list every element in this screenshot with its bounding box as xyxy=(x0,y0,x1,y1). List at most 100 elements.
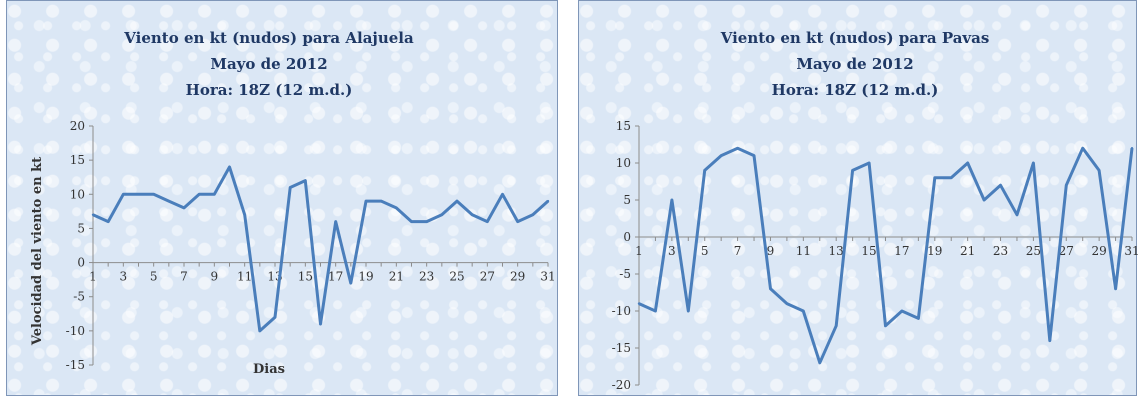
x-tick-label: 1 xyxy=(635,244,643,258)
data-point xyxy=(319,322,322,326)
data-point xyxy=(1130,147,1134,150)
x-tick-label: 25 xyxy=(449,270,464,284)
chart-title: Viento en kt (nudos) para Alajuela xyxy=(123,29,414,47)
data-point xyxy=(982,198,986,202)
chart-title: Viento en kt (nudos) para Pavas xyxy=(720,29,990,47)
x-tick-label: 15 xyxy=(298,270,313,284)
x-tick-label: 23 xyxy=(419,270,434,284)
chart-subtitle-line-1: Mayo de 2012 xyxy=(796,55,913,73)
y-tick-label: 20 xyxy=(70,119,85,133)
data-point xyxy=(835,324,838,327)
y-tick-label: -10 xyxy=(612,304,631,318)
x-tick-label: 13 xyxy=(829,244,844,258)
data-point xyxy=(304,179,307,182)
x-tick-label: 29 xyxy=(510,270,525,284)
data-point xyxy=(258,329,262,333)
data-point xyxy=(999,184,1002,187)
data-point xyxy=(455,199,459,203)
data-point xyxy=(1114,287,1117,290)
y-tick-label: 5 xyxy=(623,193,631,207)
data-point xyxy=(91,213,95,216)
chart-pavas-panel: Viento en kt (nudos) para Pavas Mayo de … xyxy=(578,0,1138,396)
data-point xyxy=(1097,169,1101,172)
data-point xyxy=(364,199,368,203)
series-line xyxy=(92,165,550,333)
data-point xyxy=(769,287,772,290)
data-point xyxy=(197,193,201,196)
x-axis-label: Dias xyxy=(253,362,285,377)
x-tick-label: 11 xyxy=(237,270,252,284)
x-tick-label: 3 xyxy=(668,244,676,258)
chart-pavas-svg: Viento en kt (nudos) para Pavas Mayo de … xyxy=(612,29,1138,392)
data-point xyxy=(243,213,246,216)
x-tick-label: 23 xyxy=(993,244,1008,258)
data-point xyxy=(884,324,887,327)
x-tick-label: 31 xyxy=(540,270,555,284)
data-point xyxy=(900,309,904,313)
data-point xyxy=(851,169,854,172)
y-tick-label: 10 xyxy=(616,156,631,170)
data-point xyxy=(703,169,706,172)
y-tick-label: 15 xyxy=(70,153,85,167)
x-tick-label: 27 xyxy=(1059,244,1074,258)
data-point xyxy=(1065,184,1068,187)
data-point xyxy=(917,317,920,320)
x-tick-label: 19 xyxy=(358,270,373,284)
y-axis-label: Velocidad del viento en kt xyxy=(30,157,45,346)
data-point xyxy=(1048,339,1052,342)
x-tick-label: 1 xyxy=(89,270,97,284)
data-point xyxy=(501,193,504,196)
data-point xyxy=(137,193,140,196)
data-point xyxy=(440,213,444,216)
y-tick-label: 0 xyxy=(77,256,85,270)
y-tick-label: 0 xyxy=(623,230,631,244)
y-tick-label: -5 xyxy=(619,267,631,281)
y-tick-label: 5 xyxy=(77,221,85,235)
data-point xyxy=(410,220,413,223)
data-point xyxy=(273,316,277,319)
data-point xyxy=(106,220,110,223)
y-tick-label: 10 xyxy=(70,187,85,201)
x-tick-label: 17 xyxy=(894,244,909,258)
data-point xyxy=(486,220,489,223)
x-tick-label: 7 xyxy=(734,244,742,258)
y-tick-label: -15 xyxy=(612,341,631,355)
x-tick-label: 9 xyxy=(211,270,219,284)
x-tick-label: 7 xyxy=(180,270,188,284)
data-point xyxy=(213,193,216,196)
data-point xyxy=(654,309,657,313)
data-point xyxy=(228,165,231,169)
chart-alajuela-svg: Viento en kt (nudos) para Alajuela Mayo … xyxy=(30,29,556,377)
data-point xyxy=(637,302,641,305)
data-point xyxy=(785,302,789,305)
x-tick-label: 25 xyxy=(1026,244,1041,258)
data-point xyxy=(516,220,519,223)
data-point xyxy=(122,193,125,196)
data-point xyxy=(531,213,535,216)
data-point xyxy=(1015,213,1019,216)
data-point xyxy=(288,186,292,189)
data-point xyxy=(687,309,690,313)
data-point xyxy=(349,281,353,285)
y-tick-label: -15 xyxy=(66,358,85,372)
x-tick-label: 5 xyxy=(701,244,709,258)
data-point xyxy=(818,361,821,364)
y-tick-label: 15 xyxy=(616,119,631,133)
data-point xyxy=(752,154,756,157)
data-point xyxy=(152,193,155,196)
x-tick-label: 31 xyxy=(1124,244,1138,258)
chart-subtitle-line-2: Hora: 18Z (12 m.d.) xyxy=(772,81,939,99)
x-tick-label: 11 xyxy=(796,244,811,258)
chart-alajuela-panel: Viento en kt (nudos) para Alajuela Mayo … xyxy=(6,0,558,396)
x-tick-label: 21 xyxy=(960,244,975,258)
x-tick-label: 3 xyxy=(120,270,128,284)
y-tick-label: -20 xyxy=(612,378,631,392)
y-tick-label: -10 xyxy=(66,324,85,338)
data-point xyxy=(425,220,428,223)
x-tick-label: 21 xyxy=(389,270,404,284)
chart-subtitle-line-1: Mayo de 2012 xyxy=(210,55,327,73)
data-point xyxy=(867,161,871,165)
data-point xyxy=(933,176,936,179)
x-tick-label: 27 xyxy=(480,270,495,284)
series-line xyxy=(638,146,1134,365)
